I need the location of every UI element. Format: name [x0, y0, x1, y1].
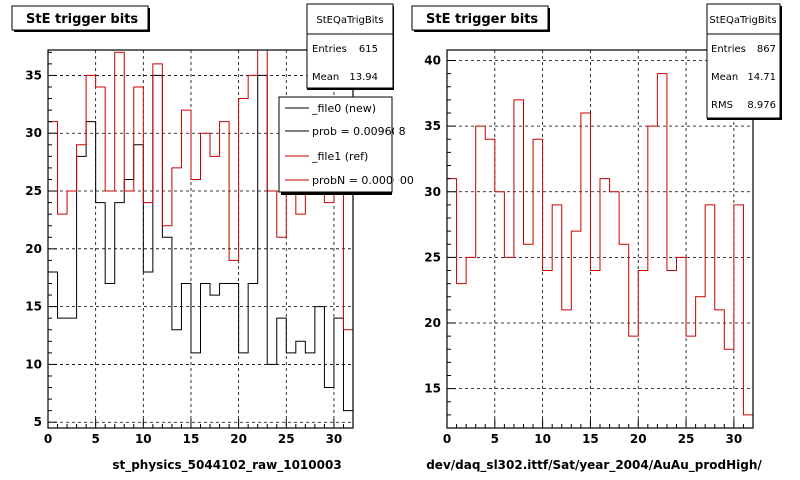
legend-entry-ref: _file1 (ref) [311, 150, 368, 163]
left-chart-title: StE trigger bits [26, 12, 138, 27]
right-x-tick-label: 5 [491, 432, 499, 446]
legend-entry-prob: prob = 0.009608 [312, 125, 406, 138]
left-stats-mean-value: 13.94 [349, 72, 378, 83]
left-stats-box: StEQaTrigBits Entries 615 Mean 13.94 [306, 3, 395, 90]
left-x-tick-label: 30 [326, 432, 343, 446]
right-y-tick-label: 40 [424, 54, 441, 68]
right-x-tick-label: 30 [726, 432, 743, 446]
right-series [447, 73, 753, 428]
left-series-new-line [48, 74, 353, 428]
right-x-tick-label: 20 [630, 432, 647, 446]
left-x-tick-label: 15 [183, 432, 200, 446]
right-y-ticks: 15 20 25 30 35 40 [424, 54, 456, 429]
legend-entry-probn: probN = 0.000000 [312, 174, 414, 187]
left-title-box [11, 5, 149, 31]
left-x-tick-label: 10 [135, 432, 152, 446]
legend: _file0 (new) prob = 0.009608 _file1 (ref… [278, 96, 414, 195]
left-y-tick-label: 30 [25, 126, 42, 140]
right-stats-entries-label: Entries [711, 44, 746, 55]
right-y-tick-label: 15 [424, 382, 441, 396]
right-stats-mean-value: 14.71 [747, 72, 776, 83]
left-stats-entries-label: Entries [312, 44, 347, 55]
right-x-tick-label: 10 [534, 432, 551, 446]
left-series [48, 50, 353, 428]
right-stats-rms-value: 8.976 [747, 100, 776, 111]
right-x-tick-label: 25 [678, 432, 695, 446]
right-x-tick-label: 15 [582, 432, 599, 446]
right-stats-entries-value: 867 [757, 44, 776, 55]
left-y-tick-label: 25 [25, 184, 42, 198]
left-y-tick-label: 15 [25, 300, 42, 314]
right-chart-title: StE trigger bits [426, 12, 538, 27]
right-title-box [411, 5, 549, 31]
right-y-tick-label: 25 [424, 250, 441, 264]
right-stats-mean-label: Mean [711, 72, 738, 83]
left-y-tick-label: 5 [34, 415, 42, 429]
pad-divider [394, 0, 399, 480]
left-x-axis-label: st_physics_5044102_raw_1010003 [112, 458, 341, 473]
legend-entry-new: _file0 (new) [311, 102, 376, 115]
right-x-tick-label: 0 [443, 432, 451, 446]
left-stats-name: StEQaTrigBits [316, 15, 383, 26]
right-x-axis-label: dev/daq_sl302.ittf/Sat/year_2004/AuAu_pr… [426, 458, 762, 473]
right-stats-name: StEQaTrigBits [709, 15, 776, 26]
left-series-ref-line [48, 50, 353, 428]
left-x-tick-label: 20 [230, 432, 247, 446]
left-y-tick-label: 35 [25, 68, 42, 82]
left-x-ticks: 0 5 10 15 20 25 30 [44, 419, 354, 446]
right-stats-box: StEQaTrigBits Entries 867 Mean 14.71 RMS… [706, 3, 782, 120]
left-x-tick-label: 5 [91, 432, 99, 446]
right-pad: 0 5 10 15 20 25 30 15 20 25 30 35 40 StE trigger bi… [411, 3, 782, 473]
right-y-tick-label: 20 [424, 316, 441, 330]
left-x-tick-label: 25 [278, 432, 295, 446]
right-y-tick-label: 30 [424, 185, 441, 199]
left-stats-mean-label: Mean [312, 72, 339, 83]
left-stats-entries-value: 615 [359, 44, 378, 55]
right-series-ref-line [447, 73, 753, 428]
right-stats-rms-label: RMS [711, 100, 733, 111]
right-y-tick-label: 35 [424, 119, 441, 133]
left-y-tick-label: 20 [25, 242, 42, 256]
right-x-ticks: 0 5 10 15 20 25 30 [443, 419, 754, 446]
left-y-tick-label: 10 [25, 357, 42, 371]
left-x-tick-label: 0 [44, 432, 52, 446]
left-y-ticks: 5 10 15 20 25 30 35 [25, 51, 57, 429]
